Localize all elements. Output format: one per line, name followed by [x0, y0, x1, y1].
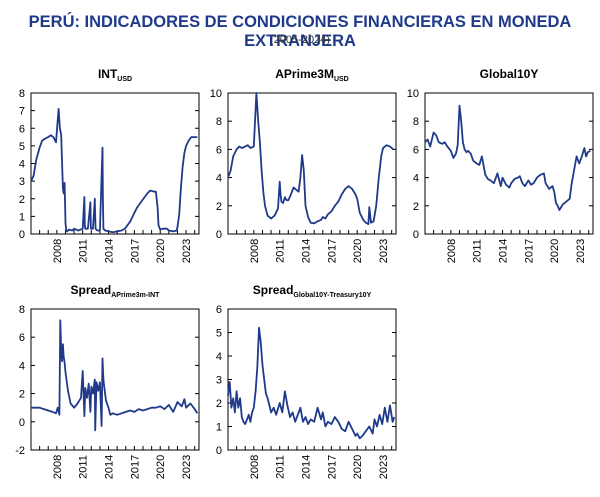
x-tick-label: 2017: [523, 239, 535, 263]
y-tick-label: 3: [216, 375, 222, 387]
x-tick-label: 2008: [249, 455, 261, 479]
chart-title: SpreadAPrime3m-INT: [71, 283, 161, 299]
y-tick-label: 10: [407, 88, 419, 100]
series-line: [227, 92, 394, 226]
x-tick-label: 2008: [52, 239, 64, 263]
plot-frame: [30, 308, 200, 451]
chart-title: SpreadGlobal10Y-Treasury10Y: [253, 283, 372, 299]
chart-title-main: APrime3M: [275, 67, 334, 81]
x-tick-label: 2011: [78, 239, 90, 263]
y-tick-label: 10: [210, 88, 222, 100]
chart-panel: SpreadGlobal10Y-Treasury10Y 0 1 2 3 4 5 6 2008 20…: [216, 283, 397, 479]
y-tick-label: 2: [19, 389, 25, 401]
x-tick-label: 2008: [446, 239, 458, 263]
x-tick-label: 2020: [352, 239, 364, 263]
plot-frame: [424, 92, 594, 235]
y-tick-label: 0: [19, 417, 25, 429]
chart-title-subscript: USD: [117, 76, 132, 83]
chart-title-subscript: USD: [334, 76, 349, 83]
x-tick-label: 2008: [249, 239, 261, 263]
x-tick-label: 2023: [181, 455, 193, 479]
y-tick-label: 4: [216, 173, 222, 185]
chart-title-main: Spread: [253, 283, 294, 297]
y-tick-label: 2: [19, 194, 25, 206]
y-tick-label: 8: [19, 304, 25, 316]
x-tick-label: 2014: [498, 239, 510, 263]
x-tick-label: 2023: [378, 239, 390, 263]
y-tick-label: 5: [216, 328, 222, 340]
x-tick-label: 2011: [472, 239, 484, 263]
y-tick-label: 7: [19, 106, 25, 118]
x-tick-label: 2020: [352, 455, 364, 479]
x-tick-label: 2014: [301, 455, 313, 479]
chart-title-main: Global10Y: [480, 67, 539, 81]
x-tick-label: 2017: [326, 455, 338, 479]
x-tick-label: 2023: [378, 455, 390, 479]
y-tick-label: 4: [19, 159, 25, 171]
y-tick-label: 2: [216, 398, 222, 410]
chart-title: INTUSD: [98, 67, 132, 83]
x-tick-label: 2014: [104, 455, 116, 479]
chart-panel: INTUSD 0 1 2 3 4 5 6 7 8 2008 2011 2014 2017 2020 2023: [19, 67, 200, 263]
page-title: PERÚ: INDICADORES DE CONDICIONES FINANCI…: [28, 13, 572, 50]
y-tick-label: 6: [19, 123, 25, 135]
y-tick-label: 0: [216, 229, 222, 241]
y-tick-label: 6: [216, 144, 222, 156]
x-tick-label: 2011: [78, 455, 90, 479]
y-tick-label: 2: [216, 201, 222, 213]
y-tick-label: 0: [19, 229, 25, 241]
series-line: [424, 104, 591, 211]
series-line: [227, 326, 396, 440]
chart-panel: Global10Y 0 2 4 6 8 10 2008 2011 2014 2017 2020 2023: [407, 67, 594, 263]
y-tick-label: 0: [413, 229, 419, 241]
x-tick-label: 2014: [104, 239, 116, 263]
y-tick-label: 6: [19, 332, 25, 344]
y-tick-label: 4: [19, 360, 25, 372]
plot-frame: [30, 92, 200, 235]
plot-frame: [227, 92, 397, 235]
y-tick-label: 4: [216, 351, 222, 363]
x-tick-label: 2023: [575, 239, 587, 263]
x-tick-label: 2017: [129, 239, 141, 263]
x-tick-label: 2011: [275, 239, 287, 263]
y-tick-label: 6: [413, 144, 419, 156]
x-tick-label: 2017: [326, 239, 338, 263]
series-line: [31, 319, 199, 432]
x-tick-label: 2017: [129, 455, 141, 479]
y-tick-label: 5: [19, 141, 25, 153]
y-tick-label: 0: [216, 445, 222, 457]
chart-title: APrime3MUSD: [275, 67, 348, 83]
chart-panel: APrime3MUSD 0 2 4 6 8 10 2008 2011 2014 2017 2020 20…: [210, 67, 397, 263]
y-tick-label: 8: [19, 88, 25, 100]
chart-title-subscript: Global10Y-Treasury10Y: [293, 292, 371, 299]
series-line: [30, 108, 198, 234]
chart-title: Global10Y: [480, 67, 539, 81]
page-subtitle: (2005-2024): [270, 34, 330, 46]
x-tick-label: 2020: [549, 239, 561, 263]
x-tick-label: 2023: [181, 239, 193, 263]
chart-title-subscript: APrime3m-INT: [111, 292, 160, 299]
x-tick-label: 2020: [155, 239, 167, 263]
chart-panel: SpreadAPrime3m-INT -2 0 2 4 6 8 2008 2011 2014 201…: [15, 283, 200, 479]
y-tick-label: 8: [216, 116, 222, 128]
x-tick-label: 2011: [275, 455, 287, 479]
y-tick-label: 2: [413, 201, 419, 213]
x-tick-label: 2014: [301, 239, 313, 263]
y-tick-label: 1: [216, 422, 222, 434]
y-tick-label: 6: [216, 304, 222, 316]
x-tick-label: 2020: [155, 455, 167, 479]
x-tick-label: 2008: [52, 455, 64, 479]
chart-title-main: INT: [98, 67, 118, 81]
y-tick-label: 4: [413, 173, 419, 185]
y-tick-label: -2: [15, 445, 25, 457]
y-tick-label: 8: [413, 116, 419, 128]
y-tick-label: 1: [19, 211, 25, 223]
y-tick-label: 3: [19, 176, 25, 188]
chart-title-main: Spread: [71, 283, 112, 297]
